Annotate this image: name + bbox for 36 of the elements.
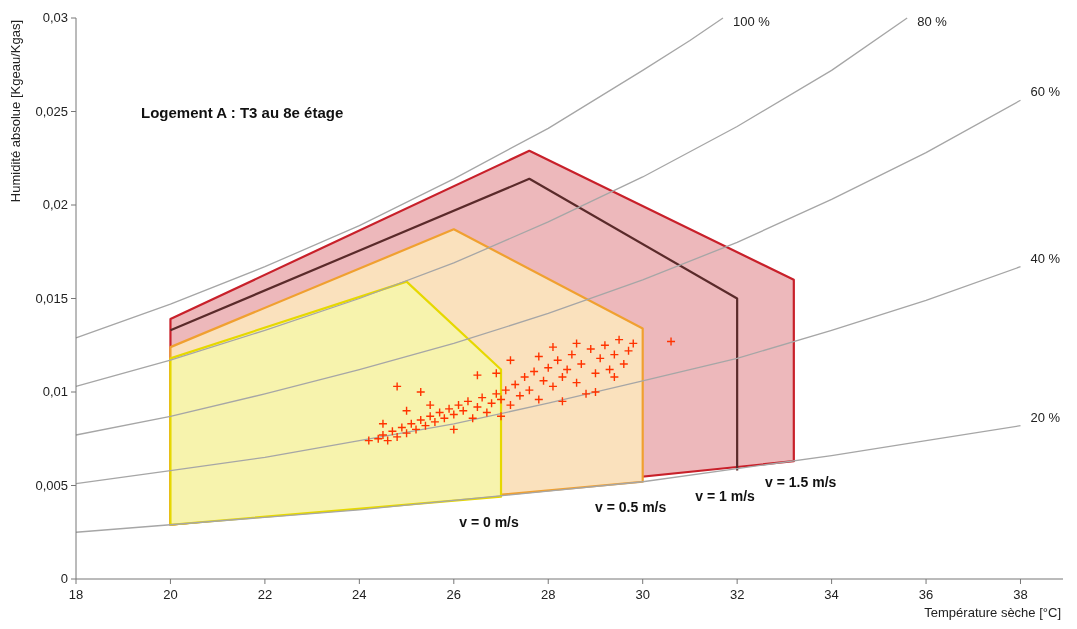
text: Logement A : T3 au 8e étage [141, 104, 344, 121]
x-tick-label: 30 [635, 587, 650, 602]
annotation: v = 1 m/s [695, 487, 756, 504]
annotation: v = 0.5 m/s [595, 498, 667, 515]
y-tick-label: 0,025 [35, 103, 68, 119]
x-tick-label: 18 [68, 587, 84, 602]
line-series [169, 177, 739, 472]
series-label: 80 % [917, 14, 948, 29]
line-series [75, 425, 1022, 533]
line-series [75, 266, 1022, 485]
line-series [75, 17, 908, 388]
line-series [75, 17, 724, 339]
series-label: 60 % [1030, 84, 1061, 100]
x-tick-label: 22 [257, 587, 273, 602]
series-label: 20 % [1030, 409, 1061, 425]
y-tick-label: 0,005 [35, 477, 68, 493]
y-tick-label: 0,03 [42, 10, 68, 25]
x-axis-title: Température sèche [°C] [924, 605, 1061, 620]
x-tick-label: 38 [1013, 587, 1028, 602]
y-tick-label: 0 [60, 571, 68, 586]
x-tick-label: 36 [918, 587, 934, 602]
annotation: v = 0 m/s [459, 513, 520, 530]
line-series [75, 99, 1022, 436]
series-label: 100 % [732, 14, 771, 29]
x-tick-label: 20 [163, 587, 178, 602]
x-tick-label: 32 [729, 587, 745, 602]
x-tick-label: 28 [541, 587, 556, 602]
x-tick-label: 26 [446, 587, 462, 602]
y-tick-label: 0,01 [42, 384, 68, 399]
x-tick-label: 24 [352, 587, 367, 602]
annotation: v = 1.5 m/s [765, 474, 837, 491]
series-label: 40 % [1030, 250, 1061, 266]
y-tick-label: 0,015 [35, 290, 68, 306]
x-tick-label: 34 [824, 587, 839, 602]
y-axis-title: Humidité absolue [Kgeau/Kgas] [8, 20, 23, 203]
y-tick-label: 0,02 [42, 197, 68, 212]
